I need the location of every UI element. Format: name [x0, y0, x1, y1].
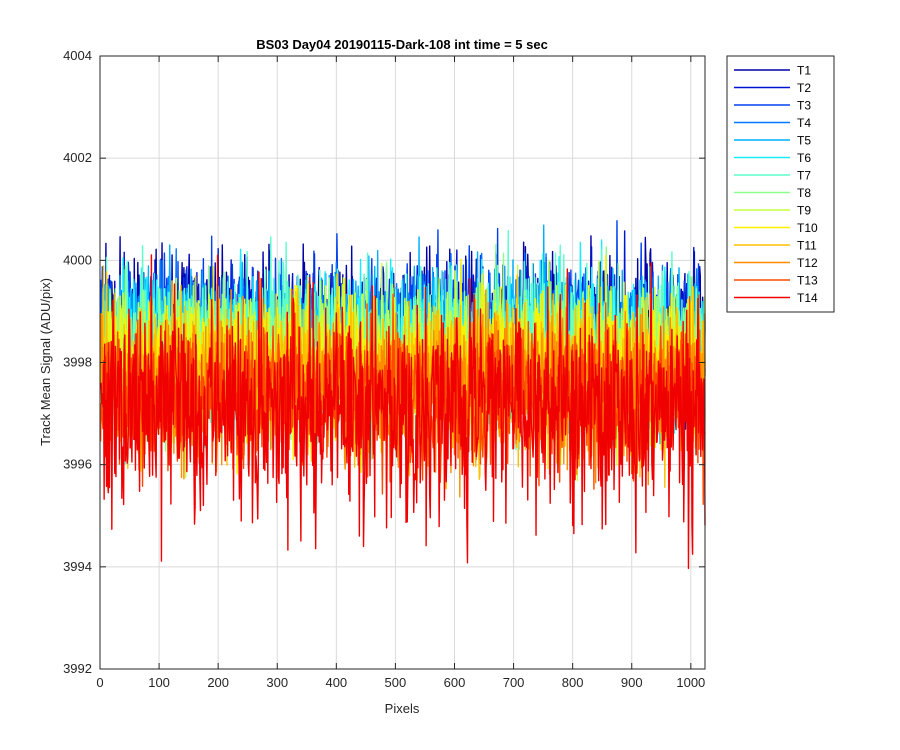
legend-box	[726, 55, 835, 313]
legend-label-t4: T4	[797, 116, 811, 130]
x-tick-label: 500	[385, 675, 407, 690]
x-tick-label: 200	[207, 675, 229, 690]
x-tick-label: 400	[325, 675, 347, 690]
x-tick-label: 300	[266, 675, 288, 690]
y-tick-label: 3994	[63, 559, 92, 574]
x-tick-label: 900	[621, 675, 643, 690]
y-tick-label: 4002	[63, 150, 92, 165]
legend-label-t8: T8	[797, 186, 811, 200]
y-axis-label: Track Mean Signal (ADU/pix)	[38, 278, 53, 446]
legend-label-t6: T6	[797, 151, 811, 165]
x-axis-label: Pixels	[385, 701, 420, 716]
y-tick-label: 4000	[63, 252, 92, 267]
x-tick-label: 100	[148, 675, 170, 690]
x-tick-label: 700	[503, 675, 525, 690]
legend-label-t3: T3	[797, 99, 811, 113]
chart-title: BS03 Day04 20190115-Dark-108 int time = …	[256, 37, 548, 52]
legend-label-t7: T7	[797, 169, 811, 183]
legend-label-t12: T12	[797, 256, 818, 270]
legend-label-t2: T2	[797, 81, 811, 95]
legend-label-t14: T14	[797, 291, 818, 305]
y-tick-label: 3996	[63, 457, 92, 472]
x-tick-label: 0	[96, 675, 103, 690]
x-tick-label: 800	[562, 675, 584, 690]
ticks: 0 100 200 300 400 500 600 700 800 900 1000 3992 3994…	[63, 48, 705, 690]
legend-label-t13: T13	[797, 274, 818, 288]
y-tick-label: 3992	[63, 661, 92, 676]
series-line-t14	[99, 254, 706, 570]
legend-label-t10: T10	[797, 221, 818, 235]
legend-label-t1: T1	[797, 64, 811, 78]
legend-label-t9: T9	[797, 204, 811, 218]
legend: T1 T2 T3 T4 T5 T6 T7 T8 T9 T10 T11 T12 T13 T14	[726, 55, 835, 313]
series-layer	[99, 220, 706, 570]
legend-label-t11: T11	[797, 239, 817, 253]
legend-label-t5: T5	[797, 134, 811, 148]
y-tick-label: 4004	[63, 48, 92, 63]
y-tick-label: 3998	[63, 355, 92, 370]
x-tick-label: 600	[444, 675, 466, 690]
x-tick-label: 1000	[676, 675, 705, 690]
plot-area: 0 100 200 300 400 500 600 700 800 900 1000 3992 3994…	[63, 48, 706, 690]
